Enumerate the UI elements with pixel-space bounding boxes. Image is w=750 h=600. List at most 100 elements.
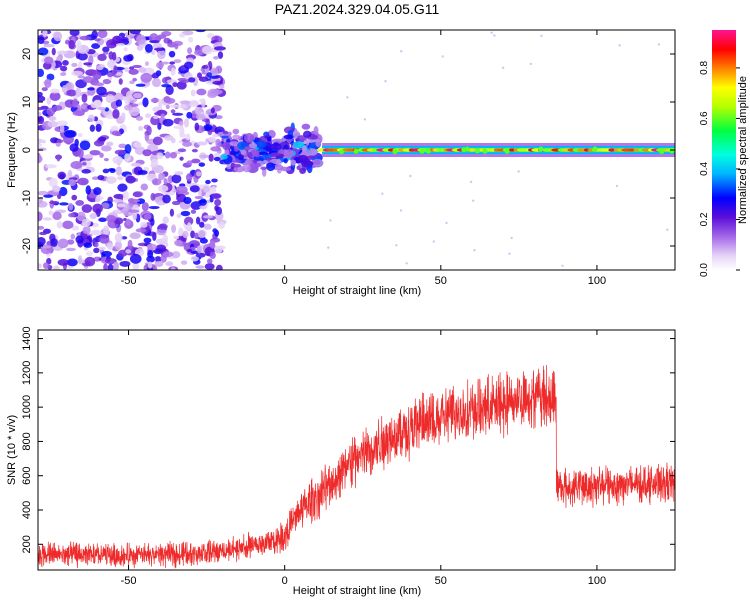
heat-cell: [53, 31, 63, 42]
heat-cell: [405, 262, 408, 265]
heat-cell: [44, 78, 52, 88]
heat-cell: [113, 92, 124, 102]
heat-cell: [151, 178, 162, 186]
heat-cell: [199, 205, 208, 210]
heat-cell: [105, 93, 115, 104]
heat-cell: [97, 53, 107, 62]
heat-cell: [244, 146, 252, 150]
heat-cell: [395, 244, 398, 247]
heat-cell: [38, 107, 45, 111]
heat-cell: [93, 247, 100, 254]
heat-cell: [189, 185, 200, 193]
heat-cell: [102, 78, 112, 85]
x-tick-label: -50: [121, 275, 137, 287]
heat-cell: [71, 225, 80, 231]
heat-cell: [209, 240, 216, 249]
heat-cell: [191, 148, 198, 153]
heat-cell: [308, 148, 318, 156]
heat-cell: [283, 149, 294, 158]
heat-cell: [353, 148, 359, 154]
heat-cell: [425, 148, 431, 154]
heat-cell: [210, 89, 223, 95]
heat-cell: [85, 251, 94, 257]
heat-cell: [143, 213, 152, 220]
heat-cell: [187, 47, 193, 55]
heat-cell: [51, 47, 56, 56]
heat-cell: [142, 149, 152, 157]
heat-cell: [121, 96, 128, 101]
heat-cell: [261, 154, 273, 158]
heat-cell: [115, 43, 126, 47]
heat-cell: [210, 67, 219, 76]
heat-cell: [48, 200, 60, 205]
heat-cell: [59, 124, 65, 133]
heat-cell: [97, 174, 105, 181]
heat-cell: [138, 66, 147, 73]
heat-cell: [508, 148, 516, 152]
heat-cell: [183, 196, 192, 205]
heat-cell: [283, 134, 294, 140]
heat-cell: [156, 228, 167, 236]
heat-cell: [117, 183, 128, 192]
heat-cell: [123, 47, 128, 52]
heat-cell: [165, 261, 174, 267]
heat-cell: [178, 227, 184, 237]
y-tick-label: 1200: [21, 361, 33, 385]
heat-cell: [91, 30, 98, 40]
heat-cell: [195, 216, 201, 225]
heat-cell: [132, 191, 143, 198]
heat-cell: [215, 264, 223, 270]
heat-cell: [162, 251, 174, 258]
heat-cell: [504, 148, 510, 154]
heat-cell: [123, 55, 133, 62]
heat-cell: [482, 148, 488, 154]
heat-cell: [101, 250, 113, 257]
heat-cell: [127, 239, 133, 250]
heat-cell: [409, 174, 412, 178]
heat-cell: [113, 261, 119, 270]
heat-cell: [150, 192, 156, 201]
heat-cell: [60, 72, 67, 77]
heat-cell: [146, 255, 155, 263]
heat-cell: [94, 197, 101, 203]
y-tick-label: 20: [21, 48, 33, 60]
snr-chart: -50 0 50 100 200 400 600 800 1000 1200 1400 Heigh…: [6, 326, 676, 597]
heat-cell: [633, 148, 641, 152]
heat-cell: [119, 260, 131, 267]
heat-cell: [102, 168, 110, 174]
heat-cell: [158, 223, 168, 230]
heat-cell: [133, 141, 142, 148]
heat-cell: [96, 86, 107, 96]
heat-cell: [68, 179, 76, 187]
heat-cell: [161, 83, 172, 88]
heat-cell: [171, 224, 177, 233]
heat-cell: [149, 40, 160, 44]
heat-cell: [39, 231, 48, 236]
heat-cell: [132, 64, 142, 69]
heat-cell: [302, 130, 312, 138]
heat-cell: [162, 118, 174, 127]
heat-cell: [79, 35, 92, 41]
heat-cell: [97, 136, 107, 142]
heat-cell: [188, 36, 194, 43]
heat-cell: [42, 30, 48, 38]
heat-cell: [222, 141, 231, 151]
heat-cell: [99, 152, 104, 158]
heat-cell: [190, 89, 196, 97]
heat-cell: [68, 39, 75, 49]
heat-cell: [228, 141, 241, 146]
heat-cell: [206, 72, 213, 78]
heat-cell: [255, 140, 267, 149]
heat-cell: [81, 204, 93, 213]
spectrogram-y-label: Frequency (Hz): [6, 112, 18, 188]
heat-cell: [93, 116, 99, 122]
heat-cell: [199, 98, 205, 104]
colorbar: 0.0 0.2 0.4 0.6 0.8 Normalized spectral ampl…: [699, 30, 749, 277]
heat-cell: [38, 143, 43, 147]
heat-cell: [117, 203, 126, 208]
heat-cell: [208, 75, 220, 79]
heat-cell: [105, 214, 117, 223]
heat-cell: [218, 221, 226, 229]
heat-cell: [297, 154, 309, 164]
heat-cell: [107, 263, 114, 270]
